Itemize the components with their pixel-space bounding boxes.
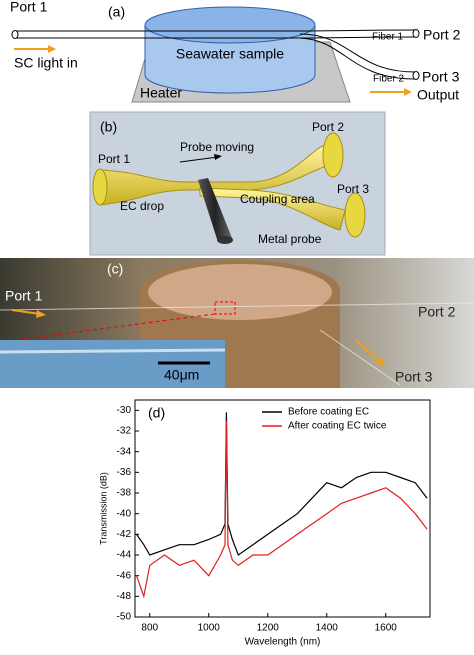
arrow-head: [404, 88, 412, 96]
y-tick-label: -44: [117, 550, 132, 561]
label: Output: [417, 87, 459, 103]
arrow: [179, 156, 219, 163]
cylinder-body: [144, 25, 316, 94]
panel-label: (b): [100, 119, 117, 135]
y-tick-label: -48: [117, 591, 132, 602]
probe-end: [217, 236, 233, 244]
label: Probe moving: [180, 140, 254, 154]
y-tick-label: -36: [117, 467, 132, 478]
label: Port 1: [10, 0, 48, 15]
x-tick-label: 1000: [198, 623, 221, 634]
arrow: [355, 339, 381, 363]
port-face: [92, 168, 108, 206]
x-axis-label: Wavelength (nm): [245, 637, 321, 648]
metal-probe: [198, 178, 232, 242]
arrow-head: [375, 356, 385, 367]
label: SC light in: [14, 55, 78, 71]
y-axis-label: Transmission (dB): [98, 472, 108, 545]
series-line: [136, 412, 428, 556]
zoom-box: [214, 301, 236, 315]
cylinder-top: [144, 6, 316, 44]
y-tick-label: -50: [117, 612, 132, 623]
x-tick-label: 1200: [257, 623, 280, 634]
label: Seawater sample: [176, 46, 284, 62]
fiber: [0, 302, 474, 311]
label: Port 2: [423, 27, 461, 43]
fiber-end: [11, 30, 19, 39]
arrow: [11, 309, 41, 315]
panel-label: (a): [108, 4, 125, 20]
label: Port 3: [395, 369, 433, 385]
y-tick-label: -46: [117, 570, 132, 581]
x-tick-label: 1600: [375, 623, 398, 634]
x-tick-label: 800: [141, 623, 158, 634]
y-tick-label: -30: [117, 405, 132, 416]
panel-d: -30 -32 -34 -36 -38 -40 -42 -44 -46 -48 -50 800 1000…: [98, 399, 431, 648]
x-tick-label: 1400: [316, 623, 339, 634]
y-tick-label: -38: [117, 488, 132, 499]
label: Coupling area: [240, 192, 315, 206]
arrow-head: [36, 310, 46, 318]
panel-c: (c) Port 1 Port 2 Port 3 40μm: [0, 258, 474, 388]
y-tick-label: -42: [117, 529, 132, 540]
zoom-line: [0, 313, 216, 343]
label: Port 1: [98, 152, 130, 166]
fiber-end: [412, 71, 420, 80]
label: Port 1: [5, 288, 43, 304]
inset-fiber: [0, 348, 226, 354]
arrow-head: [214, 154, 222, 160]
scale-label: 40μm: [164, 367, 199, 383]
port-face: [322, 132, 344, 178]
label: Port 3: [337, 182, 369, 196]
legend-label: Before coating EC: [288, 407, 369, 418]
y-tick-label: -32: [117, 426, 132, 437]
legend-label: After coating EC twice: [288, 421, 387, 432]
dish-water: [148, 264, 332, 320]
arrow-head: [48, 45, 56, 53]
panel-a: Port 1 (a) SC light in Seawater sample H…: [10, 0, 461, 103]
port-face: [344, 192, 366, 238]
panel-b: (b) Port 1 Probe moving Port 2 Port 3 EC…: [89, 111, 386, 256]
label: Port 2: [312, 120, 344, 134]
label: EC drop: [120, 199, 164, 213]
fiber: [319, 329, 401, 386]
label: Metal probe: [258, 232, 322, 246]
label: Fiber 1: [372, 32, 404, 43]
y-tick-label: -40: [117, 508, 132, 519]
fiber-end: [412, 29, 420, 38]
panel-label: (c): [107, 261, 123, 277]
panel-label: (d): [148, 405, 165, 421]
fiber-taper: [199, 187, 346, 231]
label: Heater: [140, 85, 182, 101]
fiber: [299, 33, 416, 80]
label: Fiber 2: [373, 74, 405, 85]
plot-frame: [134, 399, 431, 618]
y-tick-label: -34: [117, 446, 132, 457]
series-line: [135, 420, 428, 599]
label: Port 2: [418, 304, 456, 320]
legend-box: [258, 402, 428, 438]
label: Port 3: [422, 69, 460, 85]
